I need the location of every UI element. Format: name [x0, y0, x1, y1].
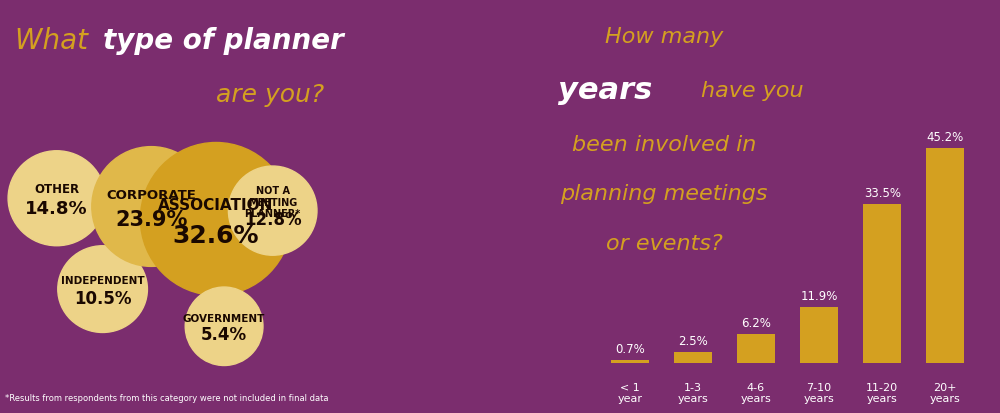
- Text: CORPORATE: CORPORATE: [106, 189, 196, 202]
- Text: 2.5%: 2.5%: [678, 335, 708, 348]
- Text: 23.9%: 23.9%: [115, 210, 187, 230]
- Ellipse shape: [140, 142, 292, 295]
- Text: 5.4%: 5.4%: [201, 326, 247, 344]
- Text: 11-20
years: 11-20 years: [866, 382, 898, 404]
- Text: years: years: [558, 76, 653, 105]
- Bar: [611, 360, 649, 363]
- Text: 45.2%: 45.2%: [927, 131, 964, 144]
- Ellipse shape: [92, 147, 211, 266]
- Text: 4-6
years: 4-6 years: [741, 382, 771, 404]
- Bar: [800, 307, 838, 363]
- Text: ASSOCIATION: ASSOCIATION: [158, 198, 274, 213]
- Text: 7-10
years: 7-10 years: [804, 382, 834, 404]
- Bar: [926, 148, 964, 363]
- Text: 12.8%: 12.8%: [244, 211, 302, 230]
- Text: have you: have you: [701, 81, 804, 101]
- Text: 14.8%: 14.8%: [25, 200, 88, 218]
- Text: NOT A
MEETING
PLANNER*: NOT A MEETING PLANNER*: [245, 186, 301, 219]
- Ellipse shape: [58, 246, 147, 332]
- Text: 6.2%: 6.2%: [741, 317, 771, 330]
- Ellipse shape: [8, 151, 105, 246]
- Text: 1-3
years: 1-3 years: [677, 382, 708, 404]
- Text: are you?: are you?: [216, 83, 324, 107]
- Text: < 1
year: < 1 year: [617, 382, 642, 404]
- Bar: [863, 204, 901, 363]
- Text: 10.5%: 10.5%: [74, 290, 131, 308]
- Text: been involved in: been involved in: [572, 135, 756, 154]
- Text: planning meetings: planning meetings: [560, 184, 768, 204]
- Text: 33.5%: 33.5%: [864, 187, 901, 200]
- Text: How many: How many: [605, 27, 723, 47]
- Text: 0.7%: 0.7%: [615, 343, 645, 356]
- Ellipse shape: [228, 166, 317, 255]
- Text: 32.6%: 32.6%: [173, 224, 259, 248]
- Text: *Results from respondents from this category were not included in final data: *Results from respondents from this cate…: [5, 394, 329, 403]
- Text: or events?: or events?: [606, 234, 723, 254]
- Text: 20+
years: 20+ years: [930, 382, 961, 404]
- Bar: [737, 334, 775, 363]
- Bar: [674, 351, 712, 363]
- Ellipse shape: [185, 287, 263, 366]
- Text: INDEPENDENT: INDEPENDENT: [61, 276, 144, 286]
- Text: type of planner: type of planner: [103, 27, 343, 55]
- Text: GOVERNMENT: GOVERNMENT: [183, 314, 265, 324]
- Text: OTHER: OTHER: [34, 183, 79, 196]
- Text: What: What: [15, 27, 97, 55]
- Text: 11.9%: 11.9%: [800, 290, 838, 303]
